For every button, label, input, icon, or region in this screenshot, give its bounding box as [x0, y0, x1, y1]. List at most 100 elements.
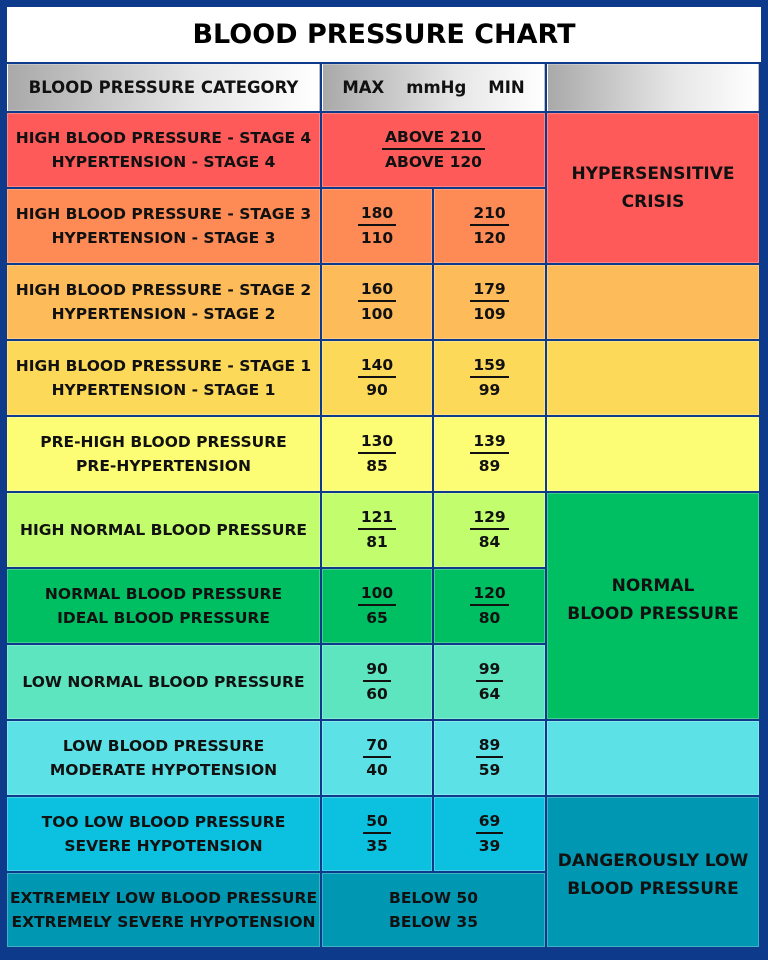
- category-line1: HIGH BLOOD PRESSURE - STAGE 2: [15, 281, 312, 299]
- min-systolic: 89: [475, 734, 504, 758]
- max-diastolic: 85: [366, 457, 388, 475]
- max-systolic: 160: [357, 278, 397, 302]
- max-systolic: 70: [363, 734, 391, 758]
- max-diastolic: 81: [366, 533, 388, 551]
- max-systolic: 100: [357, 582, 397, 606]
- max-value-cell: 70 40: [322, 721, 432, 795]
- max-value-cell: 160 100: [322, 265, 432, 339]
- zone-cell: [547, 417, 759, 491]
- zone-cell: [547, 721, 759, 795]
- max-diastolic: 110: [360, 229, 394, 247]
- min-systolic: 210: [470, 202, 509, 226]
- min-value-cell: 210 120: [434, 189, 545, 263]
- min-systolic: 129: [470, 506, 509, 530]
- min-diastolic: 120: [473, 229, 506, 247]
- category-line2: SEVERE HYPOTENSION: [64, 837, 263, 855]
- range-cell-merged: ABOVE 210 ABOVE 120: [322, 113, 545, 187]
- max-diastolic: 100: [360, 305, 394, 323]
- max-value-cell: 100 65: [322, 569, 432, 643]
- zone-cell: [547, 265, 759, 339]
- category-line1: HIGH NORMAL BLOOD PRESSURE: [20, 521, 307, 539]
- min-diastolic: 109: [473, 305, 506, 323]
- min-value-cell: 139 89: [434, 417, 545, 491]
- category-cell: TOO LOW BLOOD PRESSURE SEVERE HYPOTENSION: [7, 797, 320, 871]
- min-diastolic: 99: [478, 381, 501, 399]
- min-systolic: 159: [470, 354, 509, 378]
- category-line2: HYPERTENSION - STAGE 2: [51, 305, 276, 323]
- range-top: BELOW 50: [389, 889, 478, 907]
- min-value-cell: 159 99: [434, 341, 545, 415]
- header-category: BLOOD PRESSURE CATEGORY: [7, 64, 320, 111]
- zone-line2: BLOOD PRESSURE: [567, 879, 739, 899]
- category-cell: LOW BLOOD PRESSURE MODERATE HYPOTENSION: [7, 721, 320, 795]
- max-value-cell: 121 81: [322, 493, 432, 567]
- min-systolic: 99: [475, 658, 504, 682]
- zone-cell: NORMAL BLOOD PRESSURE: [547, 493, 759, 719]
- range-cell-merged: BELOW 50 BELOW 35: [322, 873, 545, 947]
- category-cell: PRE-HIGH BLOOD PRESSURE PRE-HYPERTENSION: [7, 417, 320, 491]
- zone-line1: DANGEROUSLY LOW: [557, 851, 749, 871]
- category-cell: NORMAL BLOOD PRESSURE IDEAL BLOOD PRESSUR…: [7, 569, 320, 643]
- min-systolic: 120: [470, 582, 509, 606]
- min-systolic: 139: [470, 430, 509, 454]
- zone-line2: CRISIS: [621, 192, 685, 212]
- min-diastolic: 89: [478, 457, 501, 475]
- min-systolic: 69: [475, 810, 504, 834]
- category-line2: PRE-HYPERTENSION: [76, 457, 251, 475]
- min-value-cell: 179 109: [434, 265, 545, 339]
- category-line2: MODERATE HYPOTENSION: [49, 761, 278, 779]
- min-value-cell: 129 84: [434, 493, 545, 567]
- header-zone-blank: [547, 64, 759, 111]
- chart-title: BLOOD PRESSURE CHART: [7, 7, 761, 62]
- range-bottom: ABOVE 120: [385, 153, 482, 171]
- category-line2: HYPERTENSION - STAGE 1: [51, 381, 276, 399]
- zone-line1: NORMAL: [611, 576, 695, 596]
- category-cell: HIGH BLOOD PRESSURE - STAGE 3 HYPERTENSIO…: [7, 189, 320, 263]
- category-line1: HIGH BLOOD PRESSURE - STAGE 1: [15, 357, 312, 375]
- zone-cell: HYPERSENSITIVE CRISIS: [547, 113, 759, 263]
- zone-line2: BLOOD PRESSURE: [567, 604, 739, 624]
- category-cell: LOW NORMAL BLOOD PRESSURE: [7, 645, 320, 719]
- max-value-cell: 130 85: [322, 417, 432, 491]
- max-value-cell: 50 35: [322, 797, 432, 871]
- header-values: MAX mmHg MIN: [322, 64, 545, 111]
- category-line1: TOO LOW BLOOD PRESSURE: [41, 813, 286, 831]
- min-diastolic: 64: [478, 685, 501, 703]
- bp-table: BLOOD PRESSURE CATEGORY MAX mmHg MIN HIG…: [7, 64, 761, 951]
- max-systolic: 180: [357, 202, 397, 226]
- range-top: ABOVE 210: [382, 126, 485, 150]
- category-cell: HIGH BLOOD PRESSURE - STAGE 4 HYPERTENSIO…: [7, 113, 320, 187]
- max-value-cell: 140 90: [322, 341, 432, 415]
- max-diastolic: 90: [366, 381, 388, 399]
- min-diastolic: 80: [478, 609, 501, 627]
- category-line1: HIGH BLOOD PRESSURE - STAGE 4: [15, 129, 312, 147]
- max-diastolic: 60: [366, 685, 388, 703]
- max-diastolic: 40: [366, 761, 388, 779]
- category-line1: LOW NORMAL BLOOD PRESSURE: [22, 673, 305, 691]
- min-value-cell: 69 39: [434, 797, 545, 871]
- category-cell: HIGH BLOOD PRESSURE - STAGE 1 HYPERTENSIO…: [7, 341, 320, 415]
- min-value-cell: 89 59: [434, 721, 545, 795]
- min-diastolic: 59: [478, 761, 501, 779]
- max-systolic: 121: [357, 506, 397, 530]
- zone-cell: DANGEROUSLY LOW BLOOD PRESSURE: [547, 797, 759, 947]
- min-value-cell: 120 80: [434, 569, 545, 643]
- category-cell: HIGH NORMAL BLOOD PRESSURE: [7, 493, 320, 567]
- range-bottom: BELOW 35: [389, 913, 478, 931]
- category-line1: HIGH BLOOD PRESSURE - STAGE 3: [15, 205, 312, 223]
- max-systolic: 50: [363, 810, 391, 834]
- max-diastolic: 35: [366, 837, 388, 855]
- zone-cell: [547, 341, 759, 415]
- category-line1: EXTREMELY LOW BLOOD PRESSURE: [9, 889, 318, 907]
- max-value-cell: 180 110: [322, 189, 432, 263]
- category-line2: HYPERTENSION - STAGE 4: [51, 153, 276, 171]
- max-value-cell: 90 60: [322, 645, 432, 719]
- category-line1: LOW BLOOD PRESSURE: [62, 737, 265, 755]
- header-unit: mmHg: [406, 77, 467, 97]
- category-line2: HYPERTENSION - STAGE 3: [51, 229, 276, 247]
- min-diastolic: 39: [478, 837, 501, 855]
- category-line1: NORMAL BLOOD PRESSURE: [44, 585, 283, 603]
- min-systolic: 179: [470, 278, 509, 302]
- category-cell: EXTREMELY LOW BLOOD PRESSURE EXTREMELY SE…: [7, 873, 320, 947]
- category-line2: EXTREMELY SEVERE HYPOTENSION: [11, 913, 316, 931]
